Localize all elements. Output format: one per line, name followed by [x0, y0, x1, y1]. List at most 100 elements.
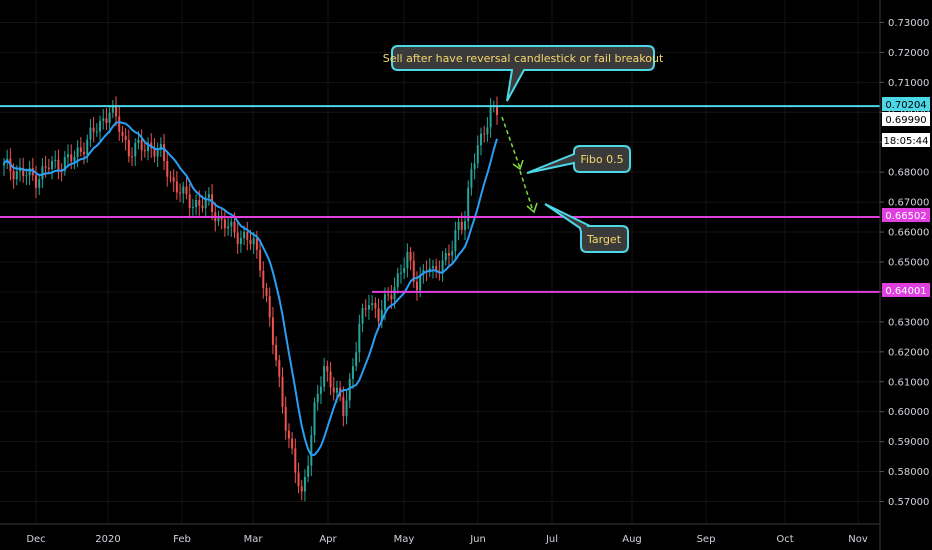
- candle-body: [44, 166, 47, 168]
- candle-body: [63, 157, 66, 172]
- callout-sell[interactable]: Sell after have reversal candlestick or …: [383, 45, 664, 102]
- callout-fibo[interactable]: Fibo 0.5: [526, 145, 631, 174]
- candle: [316, 385, 319, 411]
- candle-body: [361, 308, 364, 324]
- price-tag-support-1: 0.66502: [882, 208, 930, 222]
- candle-body: [134, 143, 137, 157]
- candle: [348, 373, 351, 409]
- candle-body: [390, 295, 393, 300]
- candle-body: [172, 177, 175, 182]
- candle: [486, 117, 489, 142]
- candle: [313, 397, 316, 443]
- candle: [41, 158, 44, 188]
- candle-body: [332, 387, 335, 393]
- candle-body: [156, 149, 159, 157]
- candle-body: [310, 435, 313, 466]
- candle: [182, 181, 185, 204]
- candle: [271, 306, 274, 355]
- candle-body: [457, 221, 460, 231]
- price-axis[interactable]: 0.730000.720000.710000.700000.690000.680…: [879, 0, 930, 550]
- candle-body: [204, 197, 207, 208]
- candle: [463, 210, 466, 241]
- candle: [185, 177, 188, 200]
- candle-body: [124, 135, 127, 141]
- time-tick-label: May: [394, 534, 415, 545]
- candle-body: [451, 251, 454, 256]
- candle: [124, 128, 127, 151]
- candle: [38, 173, 41, 196]
- candle: [470, 162, 473, 196]
- candle-body: [233, 221, 236, 233]
- time-tick-label: Apr: [319, 534, 337, 545]
- candle-body: [211, 194, 214, 213]
- candle-body: [486, 127, 489, 135]
- time-tick-label: 2020: [95, 534, 120, 545]
- candle: [223, 208, 226, 237]
- candle-body: [406, 252, 409, 268]
- candle: [134, 138, 137, 166]
- candle: [179, 183, 182, 203]
- candle-body: [345, 400, 348, 417]
- time-tick-label: Feb: [173, 534, 191, 545]
- candle: [332, 377, 335, 401]
- candle-body: [188, 194, 191, 209]
- candle-body: [255, 238, 258, 250]
- candle-body: [54, 159, 57, 161]
- candle: [47, 158, 50, 175]
- candle-body: [463, 221, 466, 230]
- candle-body: [259, 249, 262, 271]
- candle-body: [3, 162, 5, 166]
- time-axis[interactable]: Dec 2020 Feb Mar Apr May Jun Jul Aug Sep Oct Nov: [0, 523, 880, 545]
- candle: [406, 243, 409, 278]
- candle-body: [326, 366, 329, 372]
- candle: [294, 438, 297, 484]
- candle: [67, 144, 70, 168]
- candle: [399, 264, 402, 284]
- candle: [118, 106, 121, 141]
- candle-body: [198, 200, 201, 206]
- candle: [451, 240, 454, 264]
- callout-target[interactable]: Target: [544, 203, 629, 253]
- candle: [115, 96, 118, 127]
- candle-body: [265, 288, 268, 296]
- candle-body: [387, 294, 390, 296]
- candle: [73, 150, 76, 170]
- candle: [204, 190, 207, 219]
- price-tick-label: 0.58000: [888, 467, 929, 478]
- candle-body: [447, 253, 450, 256]
- candle-body: [271, 317, 274, 345]
- candle-body: [179, 192, 182, 194]
- candle-body: [483, 133, 486, 135]
- candle: [396, 267, 399, 294]
- candle: [207, 187, 210, 206]
- candle-body: [380, 309, 383, 322]
- candle-body: [111, 106, 114, 113]
- candle: [454, 221, 457, 260]
- candle-body: [355, 352, 358, 367]
- candle: [191, 199, 194, 216]
- candle: [175, 171, 178, 200]
- candle: [3, 158, 5, 177]
- candle: [227, 217, 230, 236]
- candle-body: [76, 147, 79, 158]
- candle: [319, 376, 322, 404]
- candle: [54, 150, 57, 169]
- candle-body: [307, 465, 310, 477]
- candle: [262, 261, 265, 299]
- candle-body: [191, 207, 194, 209]
- candle-body: [281, 376, 284, 407]
- candle-body: [195, 200, 198, 208]
- price-tick-label: 0.67000: [888, 198, 929, 209]
- price-tag-resistance-text: 0.70204: [885, 100, 926, 111]
- candle-body: [252, 238, 255, 245]
- candle-body: [79, 147, 82, 152]
- candle-body: [137, 139, 140, 144]
- candle-body: [278, 360, 281, 377]
- moving-average: [3, 121, 498, 457]
- candle: [310, 426, 313, 477]
- candle: [431, 259, 434, 279]
- price-tick-label: 0.72000: [888, 48, 929, 59]
- candle: [473, 153, 476, 180]
- candle: [153, 138, 156, 163]
- projection-arrows: [501, 116, 538, 214]
